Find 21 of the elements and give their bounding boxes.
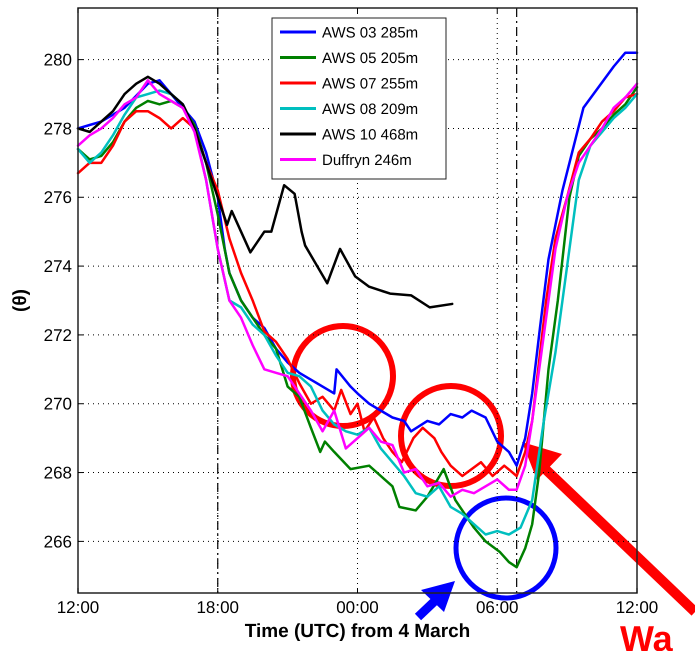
y-tick-label: 278 [44, 119, 72, 138]
legend-label: AWS 08 209m [322, 100, 418, 118]
legend-label: AWS 05 205m [322, 50, 418, 67]
y-tick-label: 280 [44, 50, 72, 70]
y-tick-label: 268 [44, 464, 72, 483]
legend-label: AWS 07 255m [322, 75, 418, 92]
x-tick-label: 12:00 [616, 598, 658, 617]
legend-label: Duffryn 246m [322, 152, 412, 169]
y-tick-label: 274 [44, 257, 72, 276]
x-axis-title: Time (UTC) from 4 March [244, 621, 470, 642]
legend-label: AWS 03 285m [322, 24, 418, 42]
y-tick-label: 270 [44, 394, 72, 414]
x-tick-label: 18:00 [196, 598, 240, 617]
y-tick-label: 272 [44, 326, 72, 345]
x-tick-label: 06:00 [476, 598, 519, 617]
x-tick-label: 00:00 [336, 598, 379, 617]
x-tick-label: 12:00 [56, 598, 100, 617]
y-tick-label: 266 [44, 532, 72, 552]
legend-label: AWS 10 468m [322, 126, 418, 144]
y-tick-label: 276 [44, 188, 72, 208]
y-axis-title: (θ) [10, 289, 31, 312]
